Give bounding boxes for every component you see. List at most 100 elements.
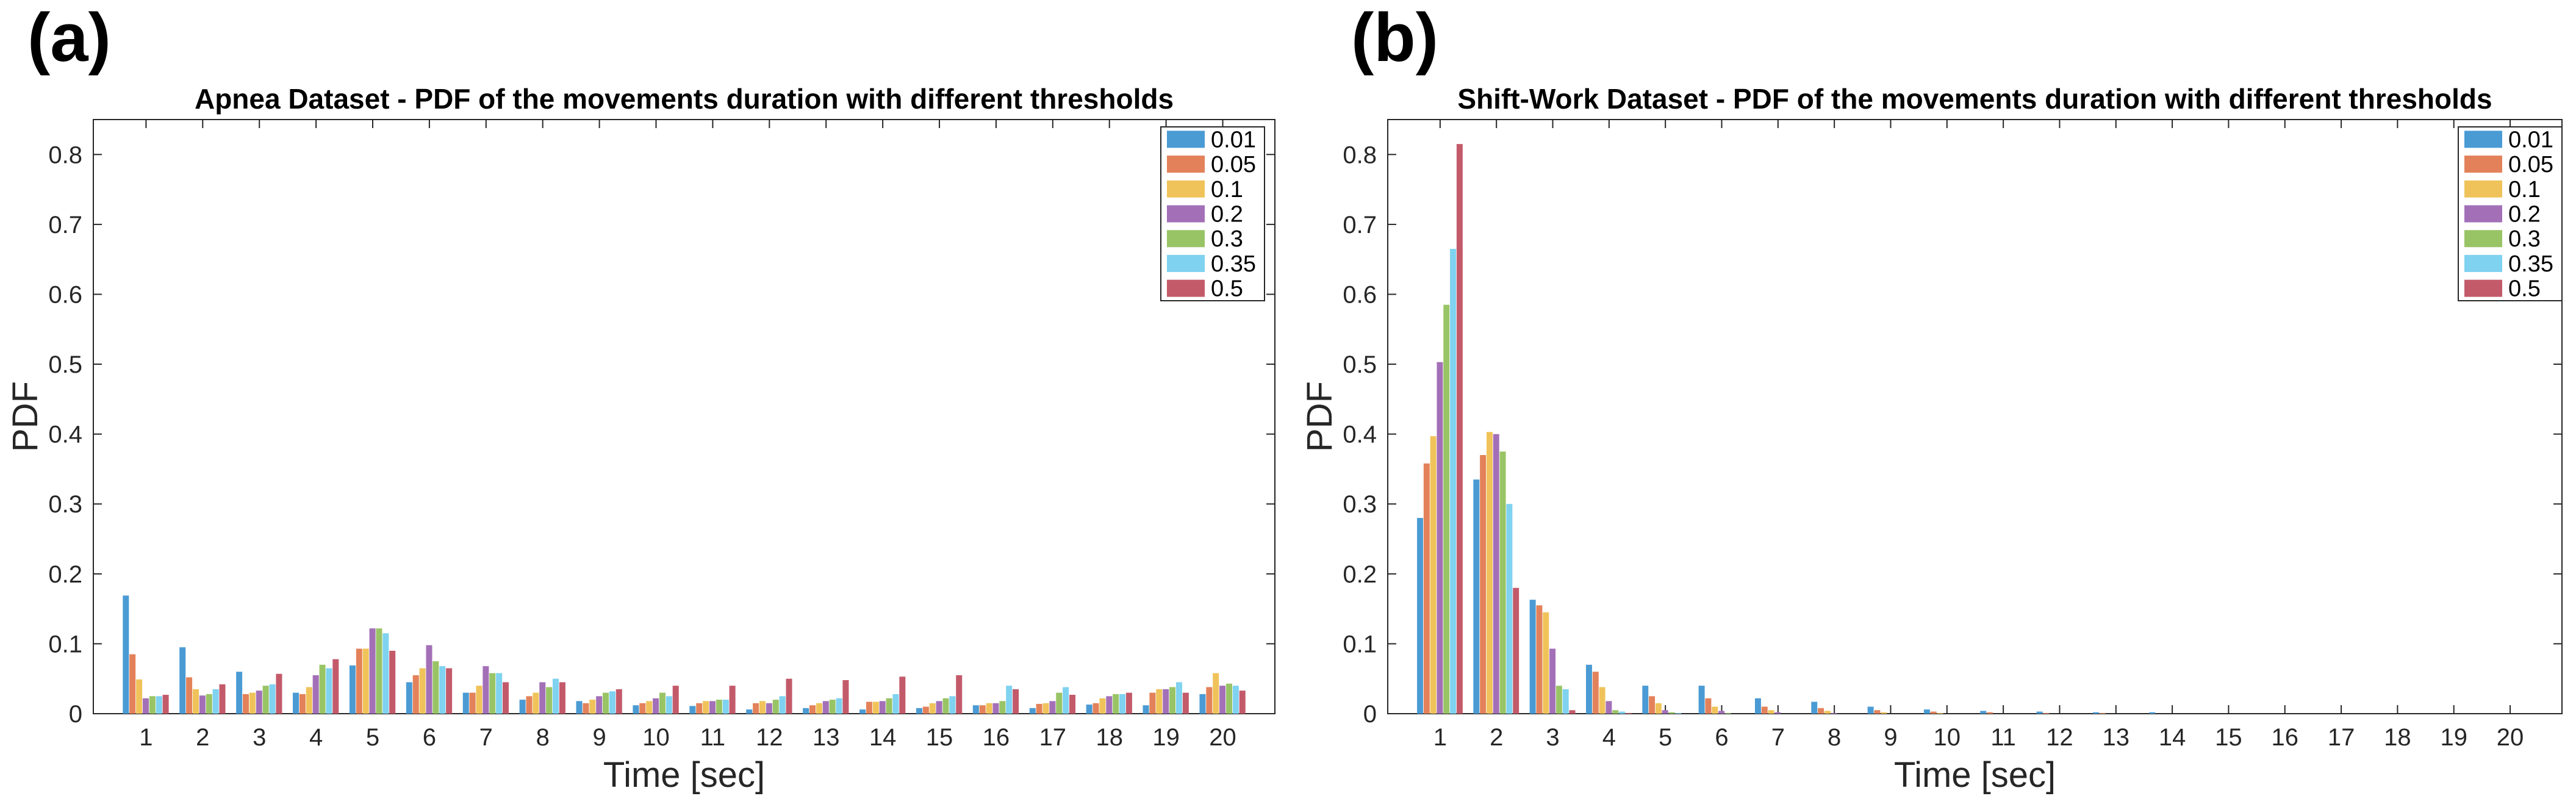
bar-series-0.3-cat-2 xyxy=(1499,451,1506,714)
bar-series-0.05-cat-17 xyxy=(1036,703,1042,714)
bar-series-0.35-cat-2 xyxy=(212,689,219,714)
bar-series-0.35-cat-17 xyxy=(1063,687,1069,714)
bar-series-0.05-cat-11 xyxy=(1987,712,1993,714)
bar-series-0.05-cat-20 xyxy=(1206,687,1213,714)
bar-series-0.3-cat-7 xyxy=(489,673,496,714)
bar-series-0.05-cat-1 xyxy=(129,654,136,714)
legend-label-0.3: 0.3 xyxy=(2508,226,2541,252)
bar-series-0.1-cat-10 xyxy=(1937,712,1943,714)
bar-series-0.35-cat-3 xyxy=(1562,689,1569,714)
bar-series-0.2-cat-6 xyxy=(426,645,432,714)
x-tick-label: 1 xyxy=(139,724,152,751)
bar-series-0.2-cat-3 xyxy=(256,690,262,714)
bar-series-0.35-cat-6 xyxy=(439,666,446,714)
bar-series-0.05-cat-4 xyxy=(1592,672,1599,714)
bar-series-0.05-cat-11 xyxy=(696,703,703,714)
x-tick-label: 11 xyxy=(1990,724,2016,751)
bar-series-0.2-cat-6 xyxy=(1718,711,1725,714)
bar-series-0.1-cat-16 xyxy=(986,703,992,714)
chart-title: Shift-Work Dataset - PDF of the movement… xyxy=(1457,83,2492,115)
bar-series-0.05-cat-5 xyxy=(356,648,362,714)
legend-swatch-0.1 xyxy=(1167,180,1205,198)
x-tick-label: 14 xyxy=(869,724,897,751)
bar-series-0.01-cat-14 xyxy=(2149,712,2156,714)
bar-series-0.3-cat-18 xyxy=(1113,694,1119,714)
bar-series-0.35-cat-18 xyxy=(1119,694,1126,714)
bar-series-0.01-cat-4 xyxy=(293,692,300,714)
x-tick-label: 15 xyxy=(926,724,953,751)
bar-series-0.5-cat-19 xyxy=(1182,692,1189,714)
bar-series-0.2-cat-18 xyxy=(1106,696,1113,714)
legend-swatch-0.35 xyxy=(2464,254,2502,272)
legend-swatch-0.5 xyxy=(1167,279,1205,297)
legend-label-0.1: 0.1 xyxy=(2508,177,2541,203)
y-tick-label: 0.4 xyxy=(48,421,82,448)
legend-label-0.01: 0.01 xyxy=(2508,127,2553,152)
bar-series-0.35-cat-20 xyxy=(1232,686,1239,714)
x-axis-label: Time [sec] xyxy=(1894,755,2056,795)
bar-series-0.35-cat-7 xyxy=(496,673,503,714)
legend-swatch-0.2 xyxy=(2464,205,2502,223)
bar-series-0.05-cat-1 xyxy=(1423,463,1430,714)
bar-series-0.5-cat-4 xyxy=(332,659,339,714)
bar-series-0.1-cat-12 xyxy=(759,701,766,714)
bar-series-0.2-cat-7 xyxy=(483,666,489,714)
bar-series-0.35-cat-10 xyxy=(666,696,672,714)
bar-series-0.2-cat-9 xyxy=(596,696,603,714)
bar-series-0.01-cat-12 xyxy=(2036,711,2043,714)
bar-series-0.3-cat-6 xyxy=(432,661,439,714)
bar-series-0.2-cat-1 xyxy=(142,698,149,714)
y-tick-label: 0.1 xyxy=(1343,631,1377,658)
bar-series-0.05-cat-9 xyxy=(583,703,589,714)
bar-series-0.1-cat-19 xyxy=(1156,689,1163,714)
x-tick-label: 7 xyxy=(479,724,493,751)
y-axis-label: PDF xyxy=(5,381,45,452)
bar-series-0.1-cat-1 xyxy=(136,679,143,714)
bar-series-0.01-cat-3 xyxy=(1529,600,1536,714)
x-tick-label: 15 xyxy=(2215,724,2242,751)
bar-series-0.1-cat-8 xyxy=(1824,711,1831,714)
bar-series-0.01-cat-2 xyxy=(1473,479,1480,714)
x-tick-label: 2 xyxy=(196,724,209,751)
bar-series-0.05-cat-3 xyxy=(1536,605,1543,714)
legend-swatch-0.3 xyxy=(1167,230,1205,248)
bar-series-0.01-cat-14 xyxy=(859,709,866,714)
x-tick-label: 16 xyxy=(2272,724,2299,751)
bar-series-0.35-cat-5 xyxy=(1675,712,1682,714)
bar-series-0.2-cat-8 xyxy=(1831,712,1837,714)
bar-series-0.01-cat-11 xyxy=(689,706,696,714)
legend-label-0.35: 0.35 xyxy=(2508,251,2553,277)
bar-series-0.05-cat-16 xyxy=(979,705,986,714)
bar-series-0.5-cat-2 xyxy=(1513,587,1519,714)
bar-series-0.01-cat-11 xyxy=(1980,711,1987,714)
bar-series-0.5-cat-14 xyxy=(899,676,906,714)
y-tick-label: 0.2 xyxy=(48,561,82,588)
bar-series-0.05-cat-12 xyxy=(2043,712,2050,714)
bar-series-0.1-cat-6 xyxy=(1712,706,1718,714)
bar-series-0.35-cat-13 xyxy=(836,698,842,714)
bar-series-0.01-cat-6 xyxy=(406,682,412,714)
y-tick-label: 0.2 xyxy=(1343,561,1377,588)
y-tick-label: 0 xyxy=(69,701,82,728)
bar-series-0.35-cat-12 xyxy=(779,696,786,714)
bar-series-0.01-cat-13 xyxy=(2092,712,2099,714)
legend: 0.010.050.10.20.30.350.5 xyxy=(2458,126,2563,302)
y-axis-label: PDF xyxy=(1300,381,1340,452)
bar-series-0.05-cat-6 xyxy=(412,675,419,714)
bar-series-0.5-cat-1 xyxy=(1456,144,1463,714)
chart-panel-a: (a) Apnea Dataset - PDF of the movements … xyxy=(5,0,1275,795)
bar-series-0.5-cat-11 xyxy=(729,686,736,714)
y-tick-label: 0.6 xyxy=(48,281,82,308)
bar-series-0.3-cat-9 xyxy=(603,692,609,714)
legend-label-0.01: 0.01 xyxy=(1211,127,1256,152)
bar-series-0.1-cat-3 xyxy=(249,692,256,714)
bar-series-0.01-cat-16 xyxy=(972,705,979,714)
bar-series-0.01-cat-2 xyxy=(179,647,186,714)
bar-series-0.1-cat-18 xyxy=(1099,698,1106,714)
bar-series-0.1-cat-7 xyxy=(1768,710,1774,714)
legend-swatch-0.1 xyxy=(2464,180,2502,198)
bar-series-0.05-cat-14 xyxy=(866,701,872,714)
bar-series-0.05-cat-8 xyxy=(526,696,533,714)
x-tick-label: 11 xyxy=(700,724,726,751)
bar-series-0.05-cat-7 xyxy=(469,692,476,714)
